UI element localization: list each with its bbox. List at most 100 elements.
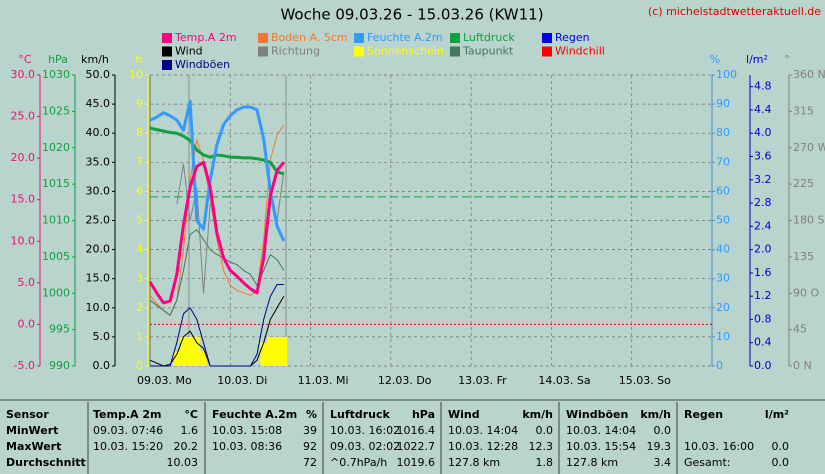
y-tick-label: 270 W bbox=[793, 141, 825, 154]
y-tick-label: 995 bbox=[49, 323, 70, 336]
y-tick-label: 40 bbox=[716, 243, 730, 256]
bar bbox=[260, 342, 268, 366]
y-tick-label: 20.0 bbox=[11, 151, 36, 164]
y-tick-label: 70 bbox=[716, 155, 730, 168]
table-label: MaxWert bbox=[6, 440, 61, 453]
legend-swatch bbox=[542, 33, 552, 43]
y-tick-label: 10.0 bbox=[86, 301, 111, 314]
y-tick-label: 135 bbox=[793, 250, 814, 263]
table-cell: 10.03. 14:04 bbox=[448, 424, 518, 437]
y-tick-label: 3.6 bbox=[754, 149, 772, 162]
table-cell: % bbox=[306, 408, 317, 421]
table-cell: 10.03. 15:54 bbox=[566, 440, 636, 453]
table-cell: 92 bbox=[303, 440, 317, 453]
legend-swatch bbox=[258, 46, 268, 57]
y-tick-label: 100 bbox=[716, 68, 737, 81]
table-cell: 3.4 bbox=[654, 456, 672, 469]
series-line bbox=[149, 126, 285, 176]
y-tick-label: 0.4 bbox=[754, 336, 772, 349]
y-tick-label: 5 bbox=[136, 214, 143, 227]
x-tick-label: 11.03. Mi bbox=[298, 374, 349, 387]
y-tick-label: 1015 bbox=[42, 177, 70, 190]
y-tick-label: 1.6 bbox=[754, 266, 772, 279]
table-cell: 0.0 bbox=[772, 440, 790, 453]
y-tick-label: 25.0 bbox=[86, 214, 111, 227]
table-cell: 0.0 bbox=[654, 424, 672, 437]
y-tick-label: 50.0 bbox=[86, 68, 111, 81]
y-tick-label: 0.0 bbox=[754, 359, 772, 372]
y-tick-label: 60 bbox=[716, 184, 730, 197]
table-cell: 1019.6 bbox=[397, 456, 436, 469]
x-tick-label: 14.03. Sa bbox=[538, 374, 590, 387]
table-cell: 0.0 bbox=[772, 456, 790, 469]
table-cell: 09.03. 07:46 bbox=[93, 424, 163, 437]
table-cell: 19.3 bbox=[647, 440, 672, 453]
table-cell: 1.6 bbox=[181, 424, 199, 437]
table-cell: Temp.A 2m bbox=[93, 408, 161, 421]
y-tick-label: 45.0 bbox=[86, 97, 111, 110]
y-tick-label: 7 bbox=[136, 155, 143, 168]
legend-label: Richtung bbox=[271, 45, 320, 58]
y-tick-label: 1 bbox=[136, 330, 143, 343]
y-tick-label: 1030 bbox=[42, 68, 70, 81]
y-tick-label: 1000 bbox=[42, 286, 70, 299]
table-cell: 10.03. 15:08 bbox=[212, 424, 282, 437]
table-cell: 39 bbox=[303, 424, 317, 437]
y-tick-label: 0 N bbox=[793, 359, 812, 372]
y-tick-label: 90 bbox=[716, 97, 730, 110]
bar bbox=[180, 336, 187, 366]
chart-title: Woche 09.03.26 - 15.03.26 (KW11) bbox=[280, 6, 543, 24]
table-cell: 09.03. 02:02 bbox=[330, 440, 400, 453]
credit: (c) michelstadtwetteraktuell.de bbox=[648, 5, 821, 18]
x-tick-label: 12.03. Do bbox=[378, 374, 432, 387]
series-line bbox=[150, 284, 284, 367]
table-cell: 10.03. 16:02 bbox=[330, 424, 400, 437]
axis-unit: hPa bbox=[48, 53, 68, 66]
y-tick-label: 990 bbox=[49, 359, 70, 372]
legend-label: Sonnenschein bbox=[367, 45, 444, 58]
y-tick-label: 6 bbox=[136, 184, 143, 197]
legend-swatch bbox=[354, 33, 364, 43]
y-tick-label: 4.8 bbox=[754, 80, 772, 93]
table-cell: km/h bbox=[522, 408, 553, 421]
x-tick-label: 09.03. Mo bbox=[137, 374, 192, 387]
legend-label: Temp.A 2m bbox=[174, 31, 237, 44]
legend-swatch bbox=[450, 46, 460, 57]
table-cell: Feuchte A.2m bbox=[212, 408, 297, 421]
table-cell: 10.03. 12:28 bbox=[448, 440, 518, 453]
legend-label: Boden A. 5cm bbox=[271, 31, 348, 44]
legend-swatch bbox=[162, 60, 172, 70]
y-tick-label: 5.0 bbox=[18, 276, 36, 289]
y-tick-label: 50 bbox=[716, 214, 730, 227]
y-tick-label: 25.0 bbox=[11, 110, 36, 123]
y-tick-label: 315 bbox=[793, 104, 814, 117]
legend-label: Windböen bbox=[175, 58, 230, 71]
table-cell: l/m² bbox=[765, 408, 789, 421]
y-tick-label: 20 bbox=[716, 301, 730, 314]
y-tick-label: 10 bbox=[129, 68, 143, 81]
y-tick-label: 2.0 bbox=[754, 243, 772, 256]
y-tick-label: 0.0 bbox=[18, 317, 36, 330]
y-tick-label: 35.0 bbox=[86, 155, 111, 168]
table-cell: 127.8 km bbox=[566, 456, 618, 469]
y-tick-label: 80 bbox=[716, 126, 730, 139]
table-cell: 10.03. 15:20 bbox=[93, 440, 163, 453]
table-cell: 1.8 bbox=[536, 456, 554, 469]
table-cell: Regen bbox=[684, 408, 723, 421]
y-tick-label: 5.0 bbox=[93, 330, 111, 343]
axis-unit: h bbox=[136, 53, 143, 66]
table-cell: hPa bbox=[412, 408, 435, 421]
y-tick-label: 30 bbox=[716, 272, 730, 285]
y-tick-label: 225 bbox=[793, 177, 814, 190]
legend-label: Luftdruck bbox=[463, 31, 515, 44]
y-tick-label: 8 bbox=[136, 126, 143, 139]
table-cell: ^0.7hPa/h bbox=[330, 456, 387, 469]
y-tick-label: 1020 bbox=[42, 141, 70, 154]
table-cell: 1016.4 bbox=[397, 424, 436, 437]
y-tick-label: 2.4 bbox=[754, 219, 772, 232]
table-label: MinWert bbox=[6, 424, 58, 437]
y-tick-label: 9 bbox=[136, 97, 143, 110]
bar bbox=[193, 336, 201, 366]
table-cell: 10.03. 16:00 bbox=[684, 440, 754, 453]
